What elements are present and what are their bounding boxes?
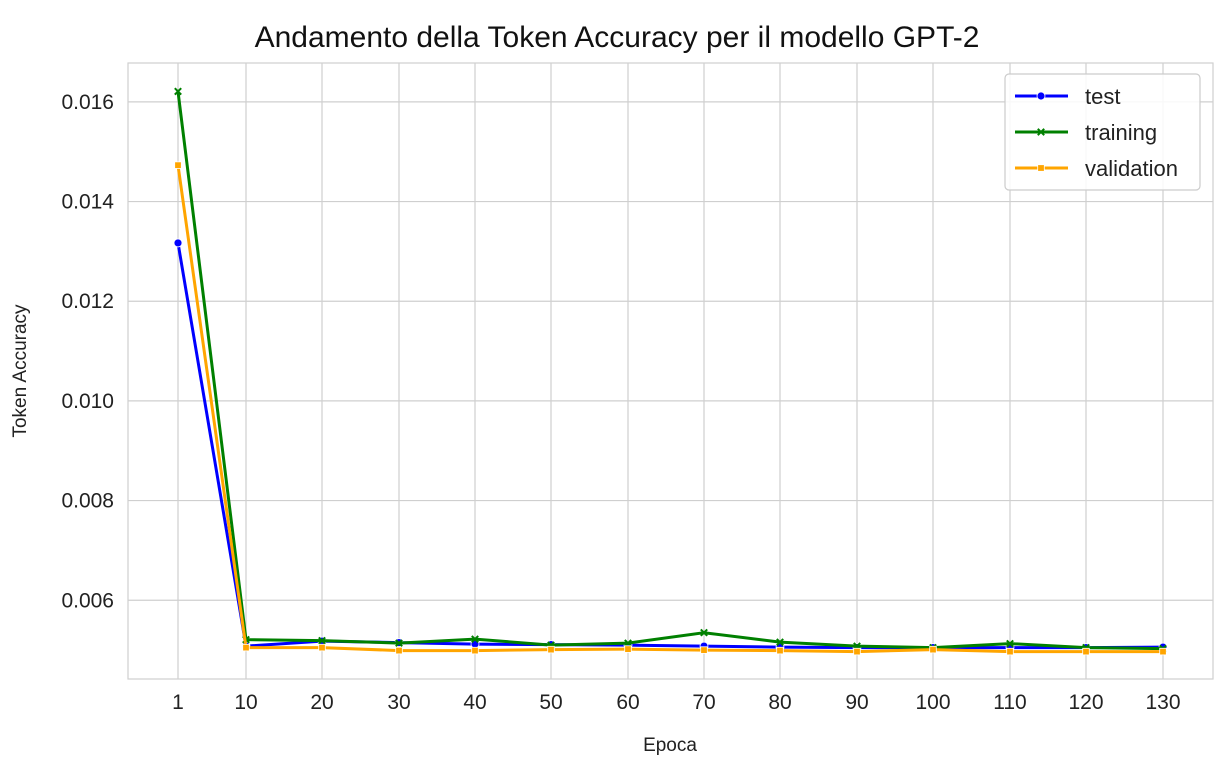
x-tick-label: 110 xyxy=(993,691,1026,714)
series-line-validation xyxy=(176,164,1163,654)
x-tick-label: 20 xyxy=(310,691,333,714)
y-tick-label: 0.008 xyxy=(61,490,114,513)
x-tick-label: 120 xyxy=(1068,691,1103,714)
x-axis-label: Epoca xyxy=(643,735,697,756)
data-point-validation xyxy=(624,645,632,653)
x-tick-label: 10 xyxy=(234,691,257,714)
y-axis-label: Token Accuracy xyxy=(10,304,31,438)
series-validation xyxy=(174,161,1167,656)
x-tick-label: 60 xyxy=(616,691,639,714)
data-point-training xyxy=(1006,639,1014,648)
y-tick-label: 0.014 xyxy=(61,191,114,214)
legend-marker-test xyxy=(1036,91,1046,101)
x-tick-label: 100 xyxy=(915,691,950,714)
x-tick-label: 70 xyxy=(692,691,715,714)
data-point-training xyxy=(471,635,479,644)
y-tick-label: 0.006 xyxy=(61,589,114,612)
legend-box xyxy=(1004,73,1201,191)
data-point-validation xyxy=(776,646,784,655)
series-line-training xyxy=(176,91,1164,651)
series-line-test xyxy=(176,242,1164,650)
x-tick-label: 1 xyxy=(172,691,184,714)
data-point-validation xyxy=(929,645,937,654)
x-tick-label: 50 xyxy=(539,691,562,714)
data-point-training xyxy=(318,636,326,645)
legend-label-test: test xyxy=(1085,84,1120,109)
data-point-training xyxy=(700,628,708,637)
data-point-training xyxy=(395,639,403,648)
legend-item-validation: validation xyxy=(1015,156,1178,181)
plot-frame xyxy=(127,62,1214,680)
series-layer xyxy=(173,87,1168,656)
data-point-validation xyxy=(471,646,479,655)
data-point-training xyxy=(174,87,182,96)
data-point-validation xyxy=(547,645,555,654)
legend-label-training: training xyxy=(1085,120,1157,145)
data-point-validation xyxy=(1159,647,1167,656)
data-point-validation xyxy=(395,646,403,655)
legend-item-training: training xyxy=(1015,120,1157,145)
data-point-validation xyxy=(1082,647,1090,656)
y-tick-label: 0.012 xyxy=(61,290,114,313)
data-point-validation xyxy=(318,643,326,652)
x-tick-label: 80 xyxy=(768,691,791,714)
data-point-validation xyxy=(700,646,708,654)
x-tick-label: 30 xyxy=(387,691,410,714)
legend-label-validation: validation xyxy=(1085,156,1178,181)
y-tick-label: 0.010 xyxy=(61,390,114,413)
data-point-validation xyxy=(242,643,250,652)
x-tick-label: 90 xyxy=(845,691,868,714)
legend-item-test: test xyxy=(1015,84,1120,109)
x-tick-label: 130 xyxy=(1145,691,1180,714)
data-point-validation xyxy=(174,161,182,169)
legend-marker-validation xyxy=(1037,164,1045,172)
data-point-validation xyxy=(853,647,861,656)
data-point-training xyxy=(776,638,784,647)
data-point-training xyxy=(624,639,632,648)
legend: test training validation xyxy=(1004,73,1201,191)
x-axis-ticks: 1 10 20 30 40 50 60 70 80 90 100 110 120 130 xyxy=(172,691,1180,714)
data-point-validation xyxy=(1006,647,1014,656)
y-tick-label: 0.016 xyxy=(61,91,114,114)
y-axis-ticks: 0.006 0.008 0.010 0.012 0.014 0.016 xyxy=(61,91,114,612)
chart-title: Andamento della Token Accuracy per il mo… xyxy=(255,21,980,54)
data-point-test xyxy=(173,238,183,248)
legend-marker-training xyxy=(1037,128,1045,136)
x-tick-label: 40 xyxy=(463,691,486,714)
